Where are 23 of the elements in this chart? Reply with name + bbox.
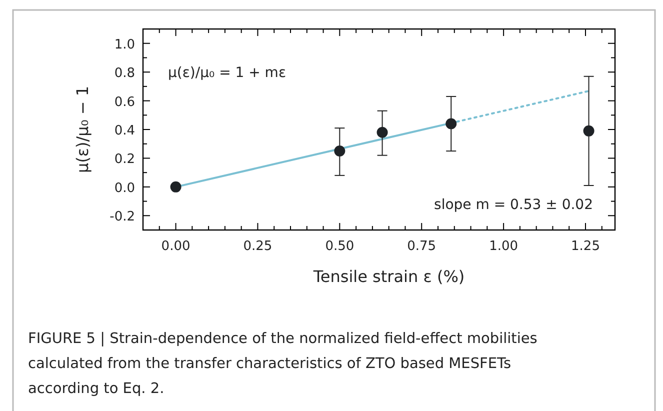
y-tick-label: 0.2 — [114, 152, 135, 168]
x-tick-label: 0.75 — [407, 239, 436, 254]
x-tick-label: 0.50 — [325, 239, 354, 254]
y-tick-label: 1.0 — [114, 37, 135, 52]
point — [583, 125, 594, 136]
x-tick-label: 0.00 — [161, 239, 190, 254]
x-tick-label: 1.25 — [571, 239, 600, 254]
x-tick-label: 0.25 — [243, 239, 272, 254]
point — [334, 146, 346, 157]
y-tick-label: 0.0 — [114, 180, 135, 196]
annotation: slope m = 0.53 ± 0.02 — [434, 197, 593, 214]
y-axis-title: μ(ε)/μ₀ − 1 — [73, 86, 92, 174]
point — [170, 181, 182, 192]
y-tick-label: 0.8 — [114, 66, 135, 82]
y-tick-label: -0.2 — [110, 210, 135, 225]
annotation: μ(ε)/μ₀ = 1 + mε — [168, 65, 286, 82]
x-axis-title: Tensile strain ε (%) — [312, 267, 465, 286]
y-tick-label: 0.4 — [114, 124, 135, 138]
point — [376, 126, 388, 138]
y-tick-label: 0.6 — [114, 94, 135, 110]
point — [446, 118, 457, 130]
caption: FIGURE 5 | Strain-dependence of the normalized field-effect mobilities calculated from the transfer characteristics of ZTO based MESFETs according to Eq. 2. — [28, 331, 538, 397]
x-tick-label: 1.00 — [489, 239, 518, 254]
